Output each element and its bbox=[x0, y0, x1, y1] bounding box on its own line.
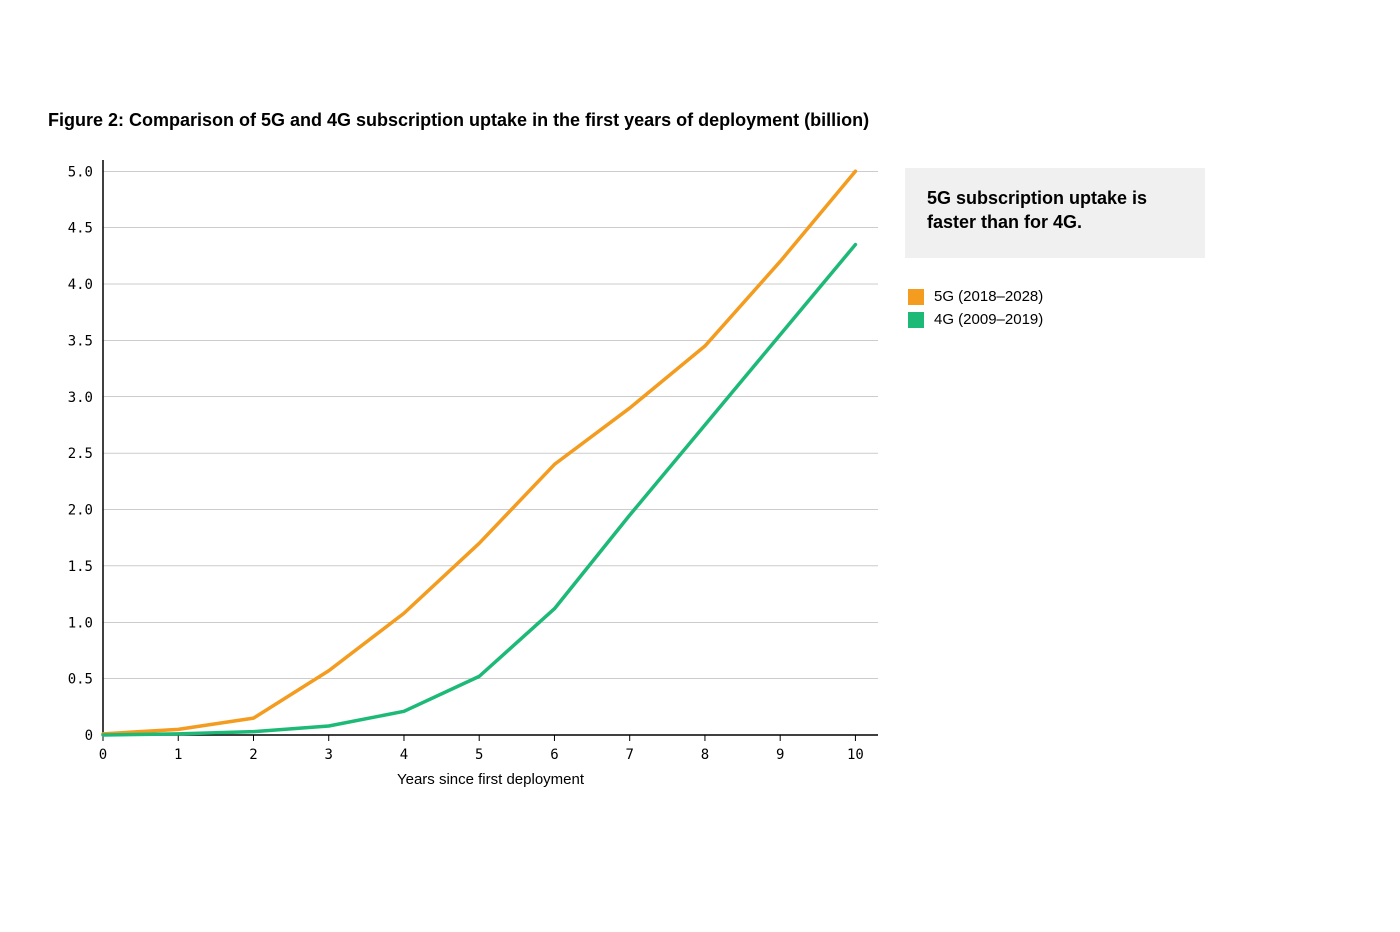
figure-container: Figure 2: Comparison of 5G and 4G subscr… bbox=[0, 0, 1400, 932]
legend-item-4g: 4G (2009–2019) bbox=[908, 311, 1043, 328]
svg-text:1.0: 1.0 bbox=[68, 615, 93, 631]
svg-text:9: 9 bbox=[776, 747, 784, 763]
legend-item-5g: 5G (2018–2028) bbox=[908, 288, 1043, 305]
x-axis-label: Years since first deployment bbox=[103, 771, 878, 788]
svg-text:2.5: 2.5 bbox=[68, 446, 93, 462]
legend-label-4g: 4G (2009–2019) bbox=[934, 311, 1043, 328]
svg-text:1: 1 bbox=[174, 747, 182, 763]
callout-box: 5G subscription uptake is faster than fo… bbox=[905, 168, 1205, 258]
svg-text:3.5: 3.5 bbox=[68, 333, 93, 349]
legend-swatch-5g bbox=[908, 289, 924, 305]
svg-text:2: 2 bbox=[249, 747, 257, 763]
svg-text:3: 3 bbox=[325, 747, 333, 763]
svg-text:3.0: 3.0 bbox=[68, 390, 93, 406]
svg-text:0.5: 0.5 bbox=[68, 672, 93, 688]
svg-text:2.0: 2.0 bbox=[68, 503, 93, 519]
svg-text:4: 4 bbox=[400, 747, 408, 763]
svg-text:1.5: 1.5 bbox=[68, 559, 93, 575]
callout-text: 5G subscription uptake is faster than fo… bbox=[927, 188, 1147, 232]
svg-text:7: 7 bbox=[625, 747, 633, 763]
svg-text:6: 6 bbox=[550, 747, 558, 763]
svg-text:0: 0 bbox=[85, 728, 93, 744]
line-chart: 0 0.5 1.0 1.5 2.0 2.5 3.0 3.5 4.0 4.5 5.0 0 1 2 3 4 5 6 7 8… bbox=[48, 150, 888, 795]
figure-title: Figure 2: Comparison of 5G and 4G subscr… bbox=[48, 110, 869, 131]
svg-text:10: 10 bbox=[847, 747, 864, 763]
svg-text:8: 8 bbox=[701, 747, 709, 763]
legend-swatch-4g bbox=[908, 312, 924, 328]
svg-text:5.0: 5.0 bbox=[68, 164, 93, 180]
svg-text:4.0: 4.0 bbox=[68, 277, 93, 293]
legend-label-5g: 5G (2018–2028) bbox=[934, 288, 1043, 305]
legend: 5G (2018–2028) 4G (2009–2019) bbox=[908, 288, 1043, 334]
svg-text:5: 5 bbox=[475, 747, 483, 763]
svg-text:4.5: 4.5 bbox=[68, 221, 93, 237]
svg-text:0: 0 bbox=[99, 747, 107, 763]
